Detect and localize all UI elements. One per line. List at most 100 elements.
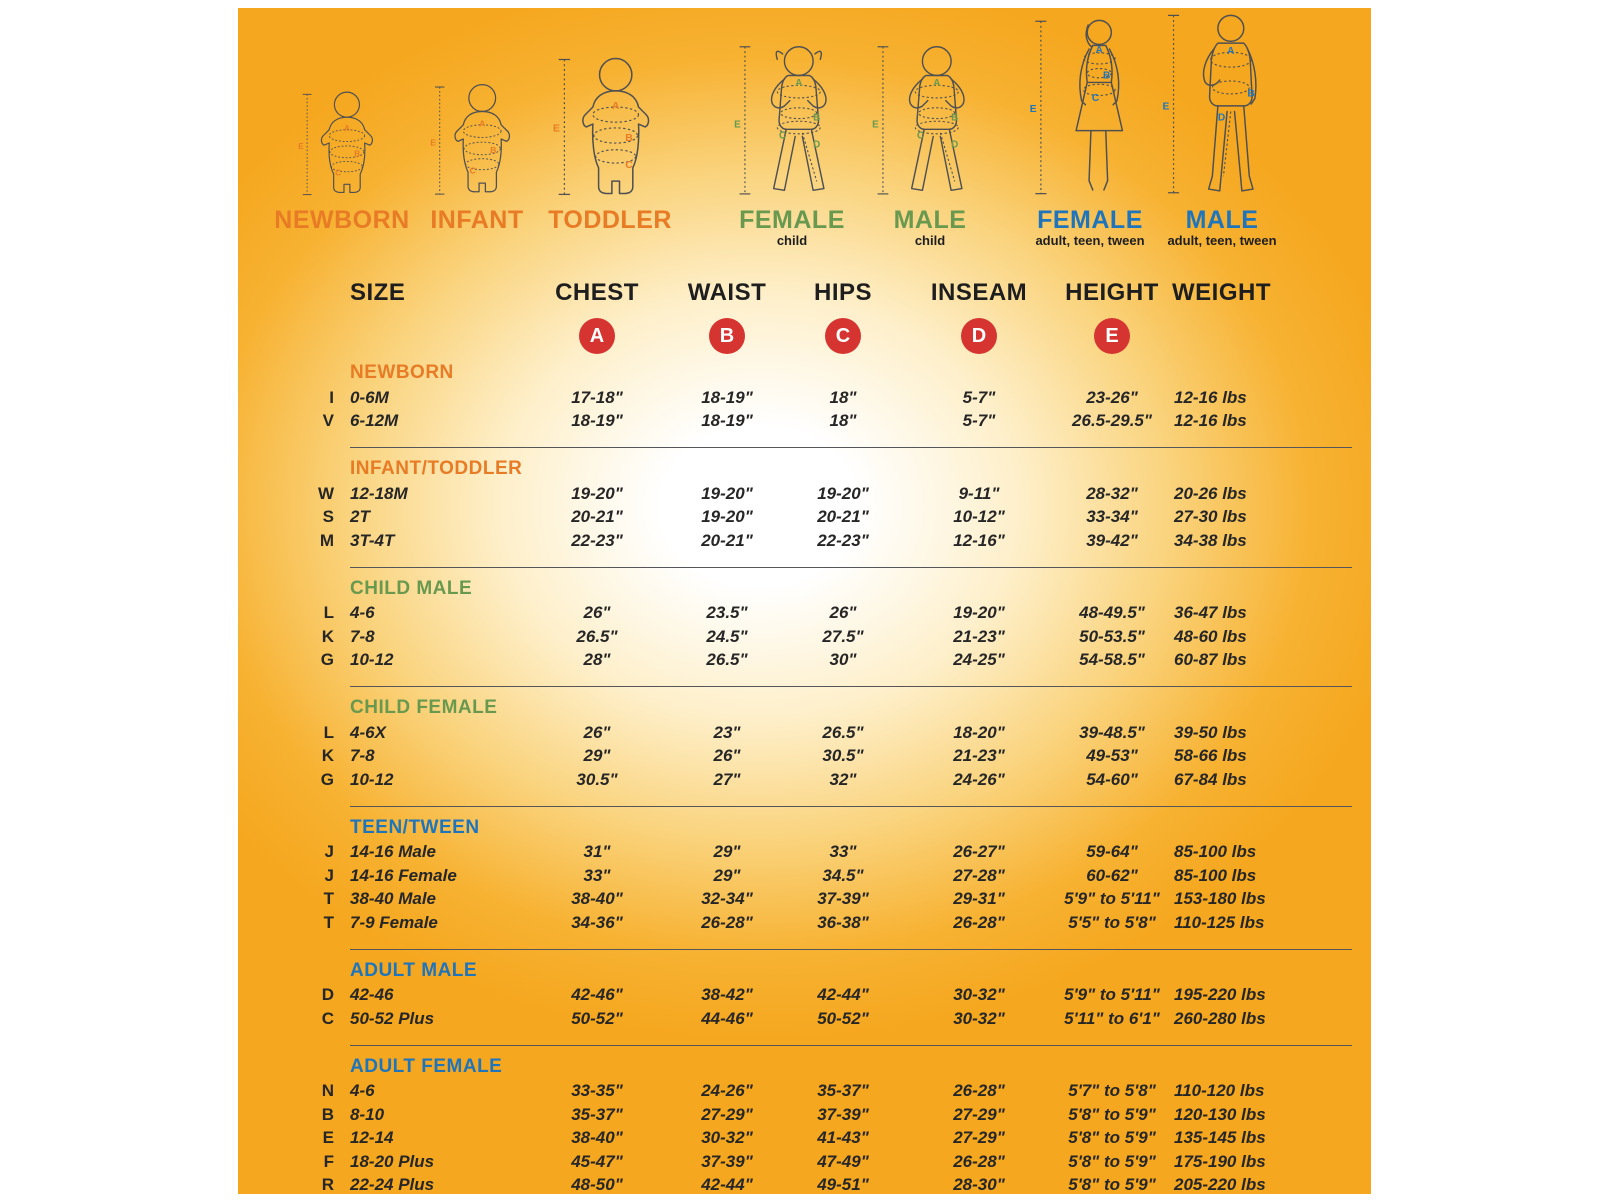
row-height: 5'8" to 5'9"	[1068, 1151, 1156, 1171]
row-waist: 18-19"	[701, 387, 753, 407]
row-size: 2T	[350, 507, 370, 527]
size-table-body: NEWBORN I 0-6M 17-18" 18-19" 18" 5-7" 23-26" 12-…	[282, 362, 1370, 1197]
toddler-silhouette: E A B C	[553, 57, 650, 196]
row-hips: 18"	[829, 387, 857, 407]
table-row: T 38-40 Male 38-40" 32-34" 37-39" 29-31" 5'9" …	[282, 888, 1370, 912]
waist-marker: B	[1103, 71, 1110, 82]
row-chest: 28"	[583, 650, 611, 670]
row-height: 5'9" to 5'11"	[1064, 985, 1160, 1005]
chest-marker: A	[795, 78, 802, 89]
figure-sublabel-male-adult: adult, teen, tween	[1167, 233, 1277, 248]
height-measure-letter: E	[1030, 104, 1037, 115]
row-waist: 29"	[713, 865, 741, 885]
row-size: 14-16 Male	[350, 842, 436, 862]
row-size: 14-16 Female	[350, 865, 457, 885]
row-code: N	[321, 1081, 334, 1101]
hips-marker: C	[335, 168, 341, 177]
row-weight: 48-60 lbs	[1174, 626, 1247, 646]
inseam-marker: D	[1217, 113, 1224, 124]
row-weight: 12-16 lbs	[1174, 411, 1247, 431]
row-inseam: 27-28"	[953, 865, 1005, 885]
row-inseam: 24-25"	[953, 650, 1005, 670]
row-size: 42-46	[350, 985, 394, 1005]
row-inseam: 10-12"	[953, 507, 1005, 527]
table-row: M 3T-4T 22-23" 20-21" 22-23" 12-16" 39-42" 34-3…	[282, 529, 1370, 553]
row-chest: 29"	[583, 746, 611, 766]
hips-marker: C	[625, 160, 633, 171]
size-table: SIZE CHEST WAIST HIPS INSEAM HEIGHT WEIG…	[282, 278, 1370, 1197]
row-inseam: 12-16"	[953, 530, 1005, 550]
row-size: 12-14	[350, 1128, 394, 1148]
table-row: V 6-12M 18-19" 18-19" 18" 5-7" 26.5-29.5" 12-16…	[282, 410, 1370, 434]
row-height: 54-60"	[1086, 769, 1138, 789]
chest-marker: A	[1096, 45, 1104, 56]
row-waist: 32-34"	[701, 889, 753, 909]
row-inseam: 26-28"	[953, 1151, 1005, 1171]
row-weight: 12-16 lbs	[1174, 387, 1247, 407]
figure-female-adult: E A B C FEMALE adult, teen, tween	[1015, 8, 1165, 248]
row-height: 5'5" to 5'8"	[1068, 912, 1156, 932]
row-chest: 33-35"	[571, 1081, 623, 1101]
row-chest: 38-40"	[571, 1128, 623, 1148]
table-row: K 7-8 26.5" 24.5" 27.5" 21-23" 50-53.5" 48-60 l…	[282, 625, 1370, 649]
row-waist: 30-32"	[701, 1128, 753, 1148]
row-hips: 37-39"	[817, 889, 869, 909]
figure-newborn: E A B C NEWBORN	[272, 8, 412, 248]
row-code: W	[317, 483, 334, 503]
column-header-inseam: INSEAM	[930, 279, 1028, 306]
table-row: F 18-20 Plus 45-47" 37-39" 47-49" 26-28" 5'8" …	[282, 1150, 1370, 1174]
row-code: B	[321, 1104, 334, 1124]
chest-marker: A	[933, 78, 940, 89]
row-height: 5'11" to 6'1"	[1064, 1008, 1160, 1028]
row-chest: 22-23"	[571, 530, 623, 550]
row-code: S	[322, 507, 334, 527]
row-chest: 45-47"	[571, 1151, 623, 1171]
row-chest: 31"	[583, 842, 611, 862]
row-chest: 48-50"	[571, 1175, 623, 1195]
row-inseam: 27-29"	[953, 1128, 1005, 1148]
waist-marker: B	[490, 145, 496, 155]
row-inseam: 30-32"	[953, 985, 1005, 1005]
section-title: NEWBORN	[350, 362, 454, 383]
row-weight: 20-26 lbs	[1174, 483, 1247, 503]
row-hips: 32"	[829, 769, 857, 789]
row-hips: 30.5"	[822, 746, 864, 766]
row-code: R	[321, 1175, 334, 1195]
table-row: W 12-18M 19-20" 19-20" 19-20" 9-11" 28-32" 20-2…	[282, 482, 1370, 506]
column-header-height: HEIGHT	[1065, 279, 1159, 306]
row-hips: 47-49"	[817, 1151, 869, 1171]
row-chest: 17-18"	[571, 387, 623, 407]
chest-marker: A	[1227, 46, 1235, 57]
row-inseam: 28-30"	[953, 1175, 1005, 1195]
row-height: 26.5-29.5"	[1072, 411, 1152, 431]
height-measure-letter: E	[430, 137, 436, 147]
table-row: S 2T 20-21" 19-20" 20-21" 10-12" 33-34" 27-30 l…	[282, 506, 1370, 530]
row-waist: 29"	[713, 842, 741, 862]
row-weight: 34-38 lbs	[1174, 530, 1247, 550]
row-size: 7-9 Female	[350, 912, 438, 932]
row-chest: 42-46"	[571, 985, 623, 1005]
row-inseam: 18-20"	[953, 722, 1005, 742]
row-waist: 38-42"	[701, 985, 753, 1005]
row-height: 5'7" to 5'8"	[1068, 1081, 1156, 1101]
row-weight: 36-47 lbs	[1174, 603, 1247, 623]
row-weight: 85-100 lbs	[1174, 865, 1257, 885]
row-inseam: 5-7"	[962, 387, 996, 407]
table-row: R 22-24 Plus 48-50" 42-44" 49-51" 28-30" 5'8" …	[282, 1174, 1370, 1198]
row-hips: 49-51"	[817, 1175, 869, 1195]
table-header-row: SIZE CHEST WAIST HIPS INSEAM HEIGHT WEIG…	[282, 278, 1370, 308]
row-inseam: 21-23"	[953, 626, 1005, 646]
column-header-weight: WEIGHT	[1172, 279, 1271, 306]
chest-marker: A	[343, 124, 349, 133]
row-hips: 20-21"	[817, 507, 869, 527]
row-weight: 120-130 lbs	[1174, 1104, 1266, 1124]
row-height: 5'8" to 5'9"	[1068, 1104, 1156, 1124]
male-child-silhouette: E A B C D	[872, 46, 965, 195]
row-waist: 20-21"	[701, 530, 753, 550]
hips-marker: C	[779, 130, 786, 141]
row-weight: 135-145 lbs	[1174, 1128, 1266, 1148]
row-weight: 85-100 lbs	[1174, 842, 1257, 862]
height-measure-letter: E	[734, 120, 741, 131]
table-row: T 7-9 Female 34-36" 26-28" 36-38" 26-28" 5'5" …	[282, 911, 1370, 935]
row-weight: 58-66 lbs	[1174, 746, 1247, 766]
